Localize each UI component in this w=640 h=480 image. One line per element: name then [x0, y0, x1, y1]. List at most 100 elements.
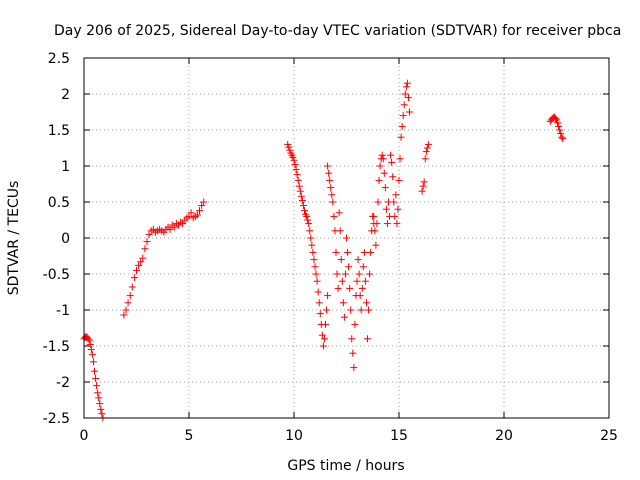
data-point: [137, 258, 145, 266]
data-point: [336, 227, 344, 235]
y-tick-label: 1: [61, 159, 70, 175]
data-point: [143, 238, 151, 246]
data-point: [304, 216, 312, 224]
data-point: [361, 277, 369, 285]
data-point: [392, 191, 400, 199]
data-point: [360, 248, 368, 256]
data-point: [424, 140, 432, 148]
data-point: [141, 245, 149, 253]
data-point: [86, 341, 94, 349]
y-tick-label: -1: [56, 303, 70, 319]
data-point: [290, 156, 298, 164]
data-point: [92, 374, 100, 382]
data-point: [421, 155, 429, 163]
data-point: [326, 176, 334, 184]
data-point: [89, 358, 97, 366]
data-point: [284, 140, 292, 148]
data-point: [198, 202, 206, 210]
x-axis-label: GPS time / hours: [287, 458, 404, 474]
data-point: [364, 335, 371, 343]
data-point: [318, 331, 326, 339]
data-point: [292, 166, 300, 174]
data-point: [365, 306, 373, 314]
data-point: [145, 230, 153, 238]
data-point: [311, 263, 319, 271]
data-point: [98, 410, 106, 418]
data-point: [295, 182, 303, 190]
data-point: [196, 207, 203, 215]
y-tick-label: -2.5: [43, 411, 70, 427]
data-point: [418, 187, 426, 195]
data-point: [128, 283, 136, 291]
data-point: [553, 116, 560, 124]
series-segment-2: [120, 198, 208, 319]
chart-title: Day 206 of 2025, Sidereal Day-to-day VTE…: [54, 23, 621, 39]
data-point: [306, 227, 314, 235]
data-point: [396, 155, 404, 163]
data-point: [367, 248, 375, 256]
data-point: [401, 90, 409, 98]
y-tick-label: -0.5: [43, 267, 70, 283]
data-point: [382, 205, 390, 213]
data-point: [289, 153, 297, 161]
data-point: [357, 306, 365, 314]
data-point: [294, 176, 302, 184]
data-point: [286, 146, 294, 154]
series-segment-6: [418, 140, 432, 195]
y-tick-label: 2: [61, 87, 70, 103]
data-point: [399, 112, 407, 120]
data-point: [94, 389, 102, 397]
data-point: [130, 274, 138, 282]
data-point: [358, 284, 366, 292]
y-tick-label: -1.5: [43, 339, 70, 355]
data-point: [133, 266, 140, 274]
data-point: [185, 212, 193, 220]
data-point: [120, 311, 128, 319]
data-point: [373, 220, 381, 228]
data-point: [389, 173, 397, 181]
data-point: [419, 182, 427, 190]
data-point: [170, 223, 178, 231]
data-point: [558, 133, 566, 141]
x-tick-label: 10: [285, 428, 303, 444]
data-point: [370, 212, 378, 220]
y-tick-label: -2: [56, 375, 70, 391]
x-tick-label: 15: [390, 428, 408, 444]
data-point: [355, 270, 363, 278]
data-point: [356, 292, 364, 300]
data-point: [299, 202, 307, 210]
data-point: [348, 335, 356, 343]
data-point: [320, 335, 328, 343]
data-point: [88, 351, 96, 359]
data-point: [316, 310, 324, 318]
data-point: [372, 241, 380, 249]
data-point: [406, 108, 413, 116]
data-point: [557, 130, 565, 138]
data-point: [554, 119, 562, 127]
data-point: [556, 126, 564, 134]
series-segment-7: [546, 113, 567, 143]
data-point: [315, 299, 323, 307]
data-point: [381, 184, 389, 192]
data-point: [423, 144, 431, 152]
data-point: [200, 198, 208, 206]
data-point: [393, 220, 401, 228]
data-point: [297, 192, 305, 200]
data-point: [404, 94, 412, 102]
data-point: [395, 176, 403, 184]
data-point: [378, 151, 386, 159]
data-point: [285, 143, 293, 151]
x-tick-label: 20: [495, 428, 513, 444]
data-point: [296, 187, 304, 195]
data-point: [354, 256, 362, 264]
y-axis-label: SDTVAR / TECUs: [6, 181, 22, 296]
data-point: [305, 220, 313, 228]
data-point: [559, 135, 567, 143]
data-point: [93, 382, 101, 390]
data-point: [308, 241, 316, 249]
data-point: [301, 207, 308, 215]
data-point: [96, 400, 104, 408]
data-point: [91, 367, 98, 375]
data-point: [309, 248, 317, 256]
